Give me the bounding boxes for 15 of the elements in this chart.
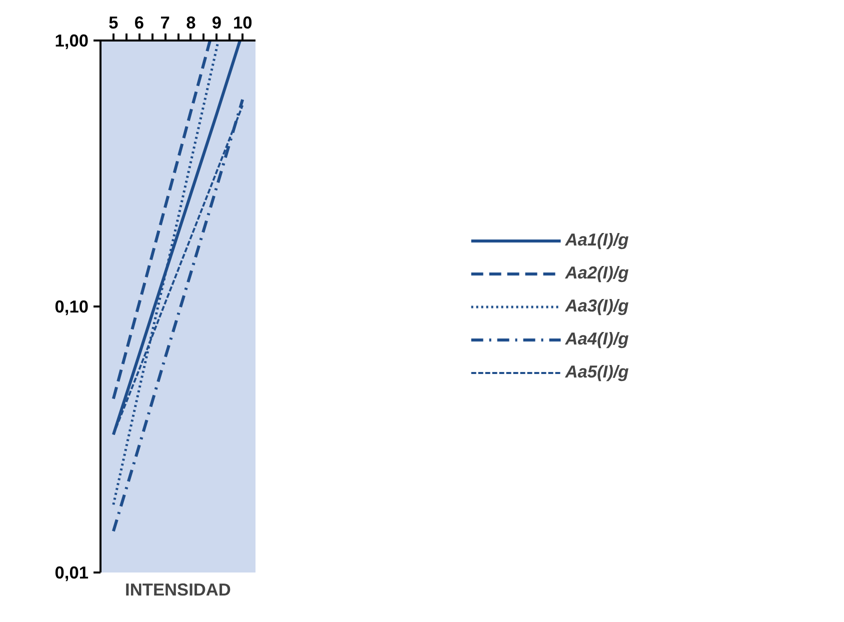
x-tick-label: 8: [186, 12, 196, 32]
text: Aa3(I)/g: [565, 296, 629, 316]
y-tick-label: 1,00: [54, 30, 89, 50]
x-tick-label: 7: [160, 12, 170, 32]
text: Aa4(I)/g: [565, 328, 629, 350]
y-tick-label: 0,01: [54, 562, 89, 582]
x-tick-label: 6: [134, 12, 144, 32]
x-axis-title: INTENSIDAD: [125, 580, 231, 600]
x-tick-label: 10: [232, 12, 252, 32]
y-tick-label: 0,10: [54, 296, 89, 316]
x-tick-label: 9: [212, 12, 222, 32]
text: Aa5(I)/g: [565, 362, 629, 382]
text: Aa1(I)/g: [565, 230, 629, 250]
x-tick-label: 5: [108, 12, 119, 32]
text: Aa2(I)/g: [565, 262, 629, 284]
